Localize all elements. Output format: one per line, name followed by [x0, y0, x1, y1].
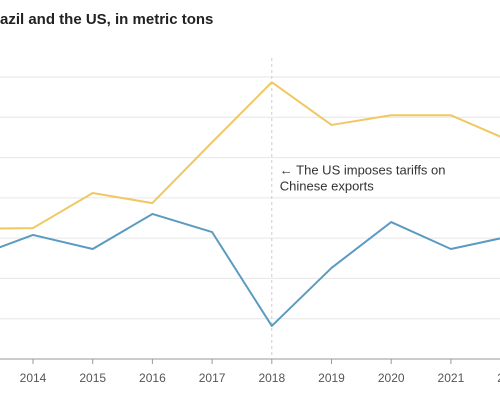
x-tick-label: 2022 [497, 371, 500, 385]
x-tick-label: 2015 [79, 371, 106, 385]
x-tick-label: 2016 [139, 371, 166, 385]
series-line [0, 81, 500, 230]
x-tick-label: 2018 [258, 371, 285, 385]
x-tick-label: 2020 [378, 371, 405, 385]
annotation-text: ← The US imposes tariffs on [280, 162, 446, 177]
chart-title: azil and the US, in metric tons [0, 11, 213, 28]
x-tick-label: 2019 [318, 371, 345, 385]
series-line [0, 212, 500, 327]
x-tick-label: 2017 [199, 371, 226, 385]
annotation-text: Chinese exports [280, 178, 374, 193]
x-tick-label: 2014 [20, 371, 47, 385]
x-tick-label: 2021 [438, 371, 465, 385]
